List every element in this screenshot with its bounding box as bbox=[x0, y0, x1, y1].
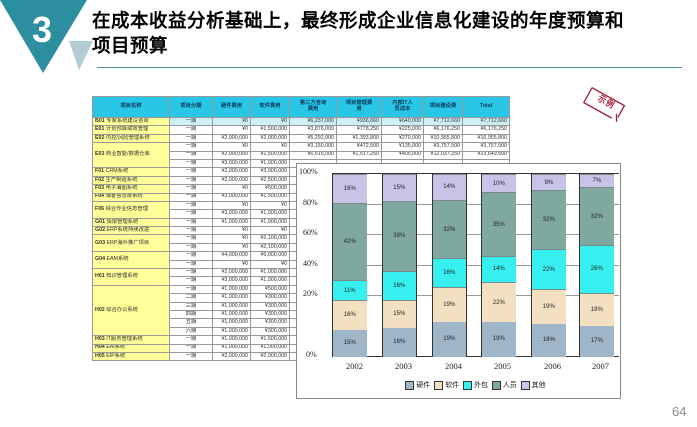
svg-text:3: 3 bbox=[32, 9, 52, 50]
